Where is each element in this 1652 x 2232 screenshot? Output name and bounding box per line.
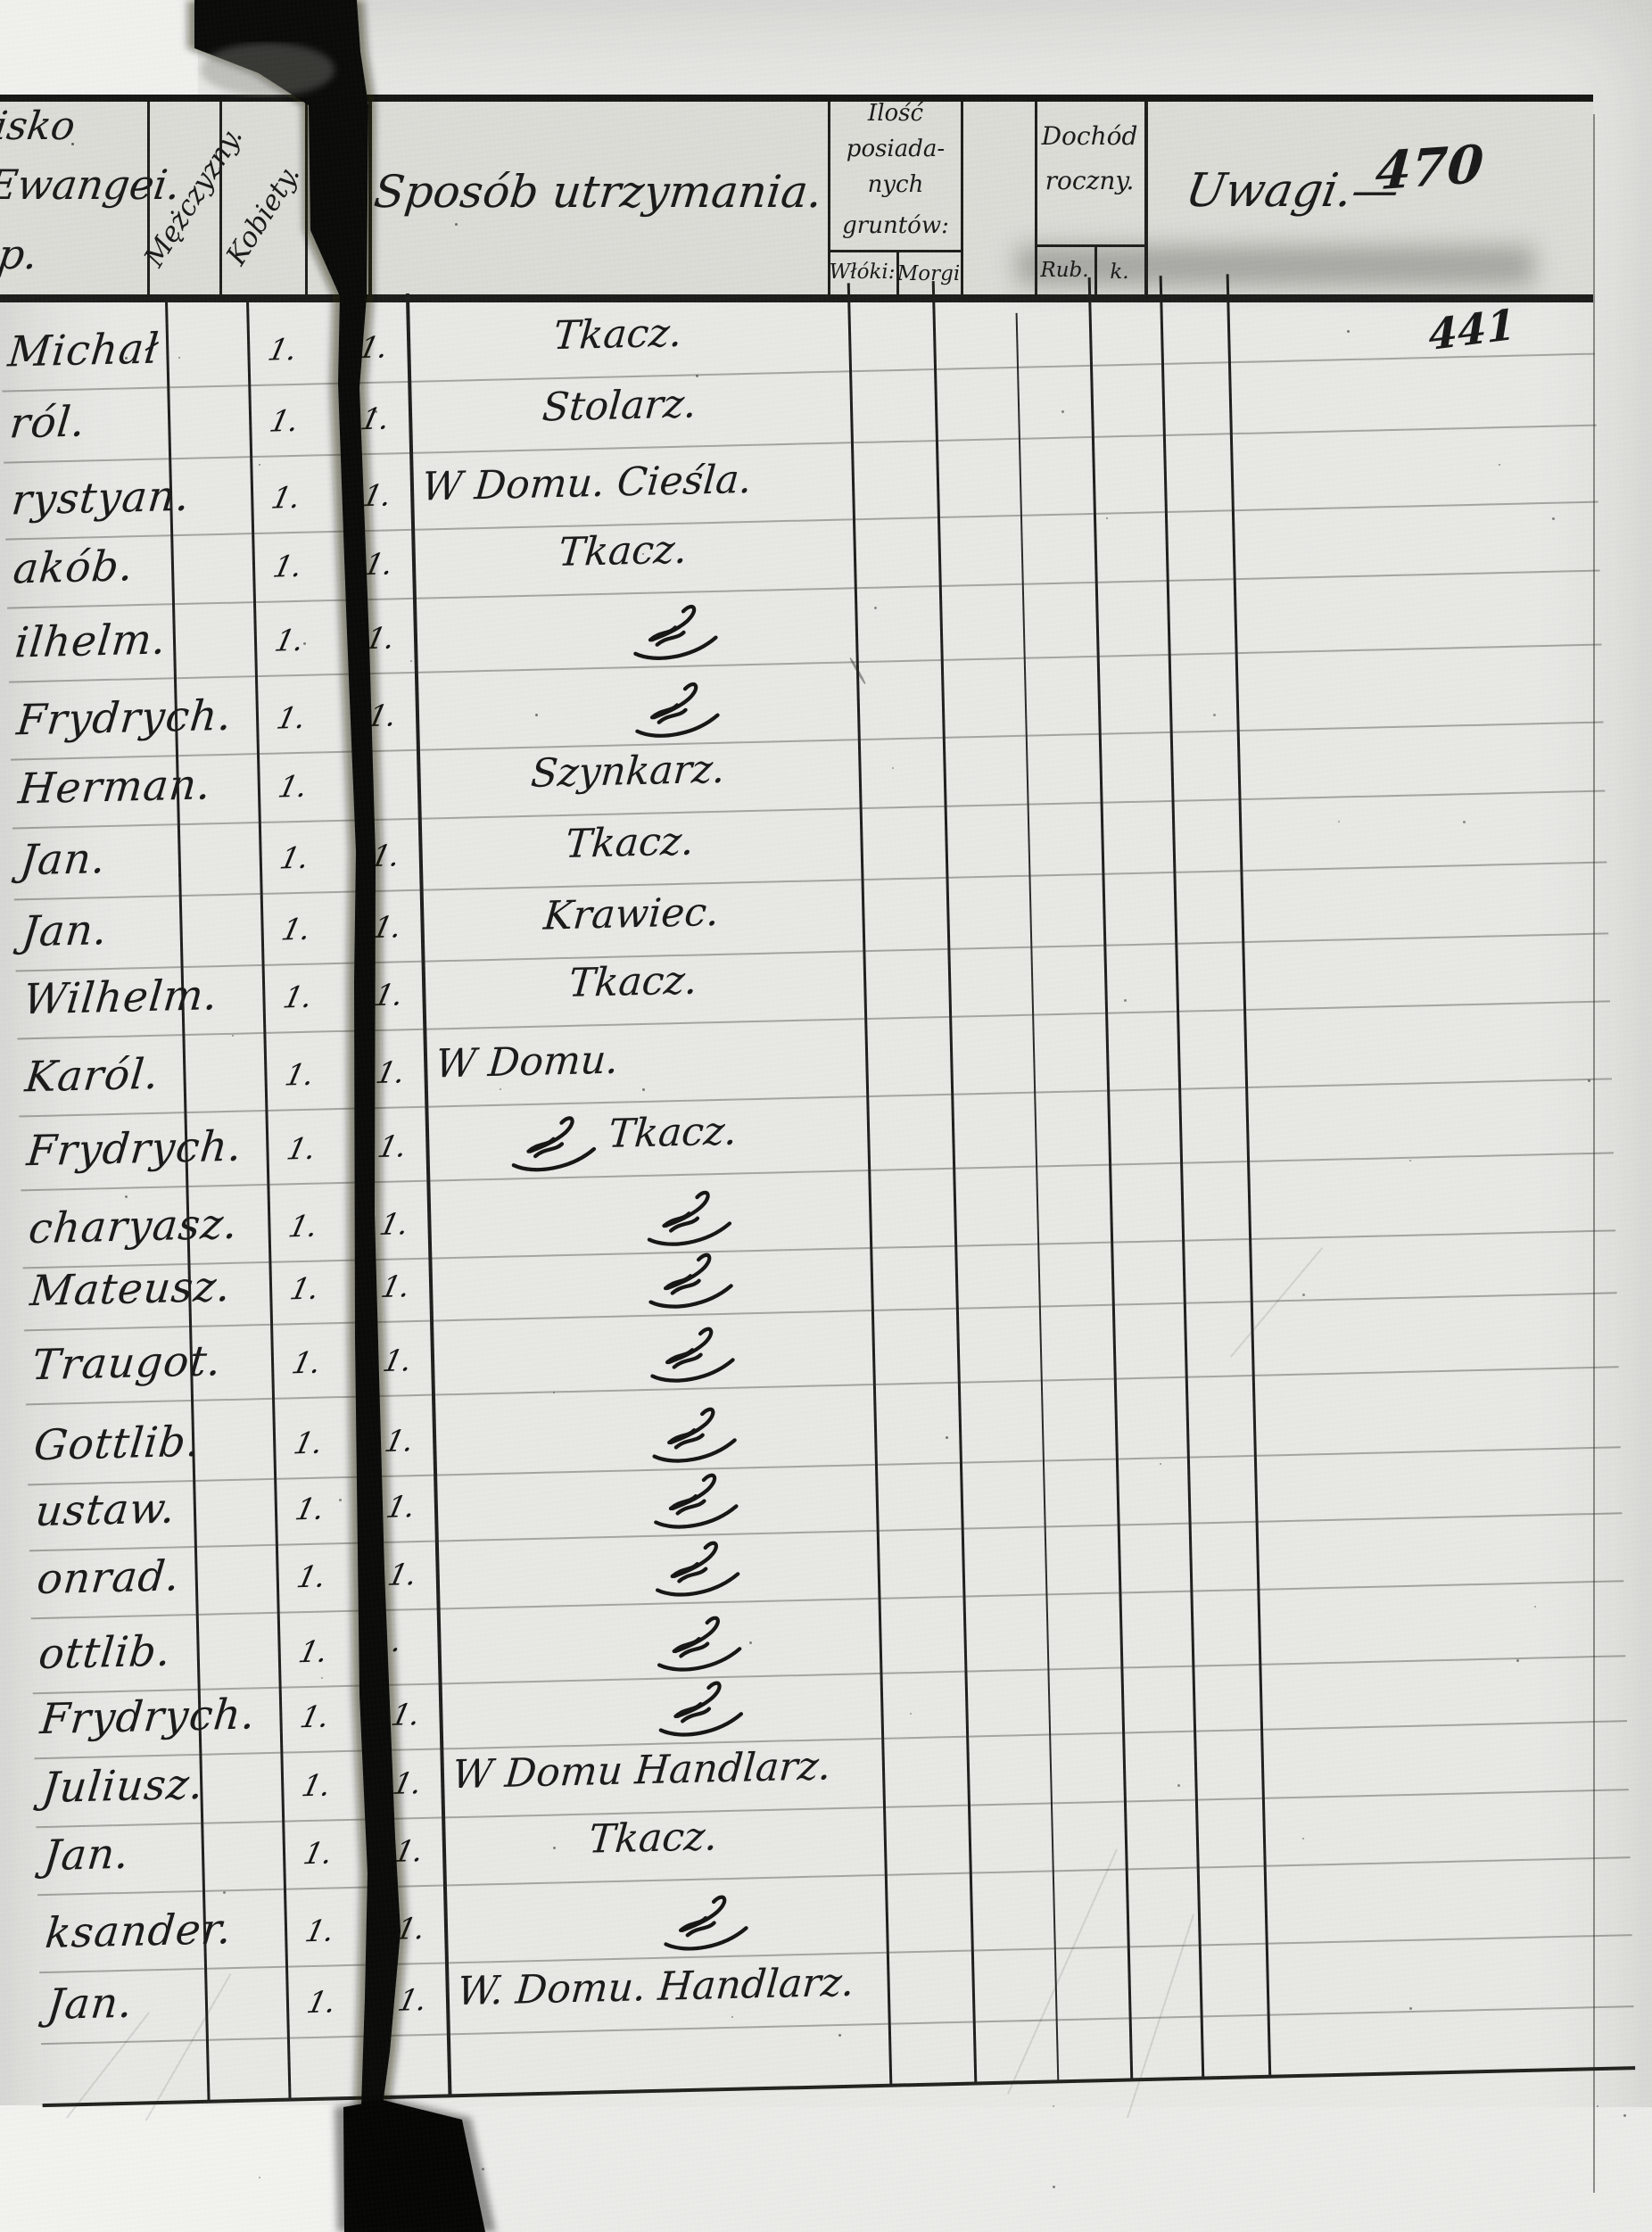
paper-speckles-fine (178, 357, 180, 359)
header-land-sub-morgi: Morgi (896, 262, 961, 285)
top-left-paper-edge (0, 0, 198, 98)
header-bottom-border (0, 294, 1593, 302)
header-income-line-1: Dochód (1041, 121, 1138, 151)
header-land-line-1: Ilość (867, 100, 924, 127)
header-top-border (0, 95, 1593, 102)
page-right-edge-line (1593, 114, 1595, 2193)
header-land-sub-wloki: Włóki: (829, 260, 896, 284)
scan-smudge (1017, 246, 1534, 285)
bottom-right-paper (357, 2107, 1652, 2232)
header-land-line-3: nych (867, 171, 924, 198)
paper-speckles (71, 143, 74, 145)
header-income-sub-rub: Rub. (1040, 259, 1089, 282)
header-land-line-2: posiada- (846, 136, 946, 162)
header-band: isko Ewangei. p. Mężczyzny. Kobiety. Spo… (0, 96, 1593, 296)
bottom-underpage (0, 2105, 357, 2232)
header-income-line-2: roczny. (1045, 166, 1135, 195)
header-land-line-4: gruntów: (842, 212, 949, 239)
header-income-sub-k: k. (1110, 260, 1129, 284)
